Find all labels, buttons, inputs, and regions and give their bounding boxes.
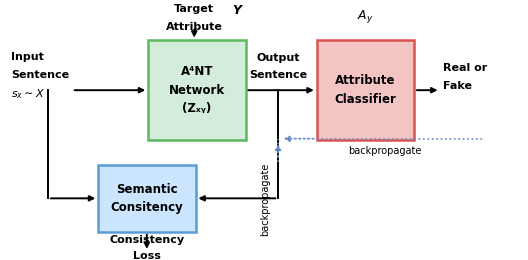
Text: Input: Input — [11, 52, 44, 62]
Text: Output: Output — [257, 53, 300, 63]
Text: Consistency: Consistency — [109, 235, 184, 245]
Text: Semantic: Semantic — [116, 183, 177, 196]
Text: $A_y$: $A_y$ — [357, 8, 374, 25]
Text: Classifier: Classifier — [334, 93, 397, 106]
Text: Fake: Fake — [443, 81, 472, 92]
FancyBboxPatch shape — [317, 41, 414, 140]
FancyBboxPatch shape — [98, 165, 195, 232]
Text: Attribute: Attribute — [166, 22, 223, 32]
Text: Attribute: Attribute — [335, 74, 395, 87]
FancyBboxPatch shape — [148, 41, 246, 140]
Text: backpropagate: backpropagate — [348, 146, 422, 156]
Text: Loss: Loss — [133, 251, 161, 260]
Text: Y: Y — [232, 4, 241, 17]
Text: Consitency: Consitency — [110, 201, 183, 214]
Text: Sentence: Sentence — [11, 70, 69, 80]
Text: backpropagate: backpropagate — [261, 163, 270, 236]
Text: (Zₓᵧ): (Zₓᵧ) — [182, 102, 212, 115]
Text: Target: Target — [174, 4, 214, 14]
Text: Real or: Real or — [443, 63, 487, 73]
Text: Network: Network — [169, 84, 225, 97]
Text: $s_x \sim X$: $s_x \sim X$ — [11, 87, 45, 101]
Text: A⁴NT: A⁴NT — [181, 65, 213, 78]
Text: Sentence: Sentence — [249, 70, 307, 80]
